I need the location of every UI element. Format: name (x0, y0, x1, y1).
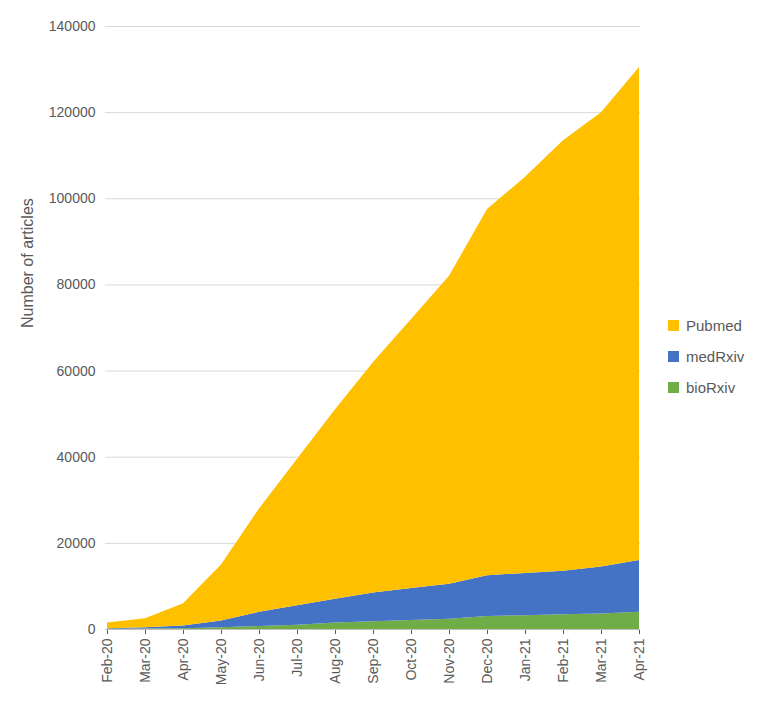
svg-text:May-20: May-20 (213, 638, 229, 685)
svg-text:Nov-20: Nov-20 (441, 638, 457, 683)
svg-text:Dec-20: Dec-20 (479, 638, 495, 683)
html-text:Pubmed: Pubmed (686, 317, 742, 334)
html-text:medRxiv: medRxiv (686, 348, 745, 365)
svg-text:120000: 120000 (49, 104, 96, 120)
svg-text:Oct-20: Oct-20 (403, 638, 419, 680)
svg-text:100000: 100000 (49, 190, 96, 206)
svg-text:Mar-20: Mar-20 (137, 638, 153, 683)
svg-text:Aug-20: Aug-20 (327, 638, 343, 683)
svg-text:60000: 60000 (57, 363, 96, 379)
svg-text:40000: 40000 (57, 449, 96, 465)
svg-text:Feb-20: Feb-20 (99, 638, 115, 683)
svg-text:Jan-21: Jan-21 (517, 638, 533, 681)
svg-text:Mar-21: Mar-21 (593, 638, 609, 683)
svg-text:20000: 20000 (57, 535, 96, 551)
svg-text:Feb-21: Feb-21 (555, 638, 571, 683)
svg-text:Apr-20: Apr-20 (175, 638, 191, 680)
html-text:bioRxiv: bioRxiv (686, 379, 736, 396)
svg-text:Sep-20: Sep-20 (365, 638, 381, 683)
svg-text:Jul-20: Jul-20 (289, 638, 305, 676)
svg-text:Number of articles: Number of articles (19, 198, 36, 328)
svg-text:0: 0 (88, 621, 96, 637)
svg-text:Apr-21: Apr-21 (631, 638, 647, 680)
svg-text:80000: 80000 (57, 276, 96, 292)
svg-text:Jun-20: Jun-20 (251, 638, 267, 681)
svg-text:140000: 140000 (49, 18, 96, 34)
